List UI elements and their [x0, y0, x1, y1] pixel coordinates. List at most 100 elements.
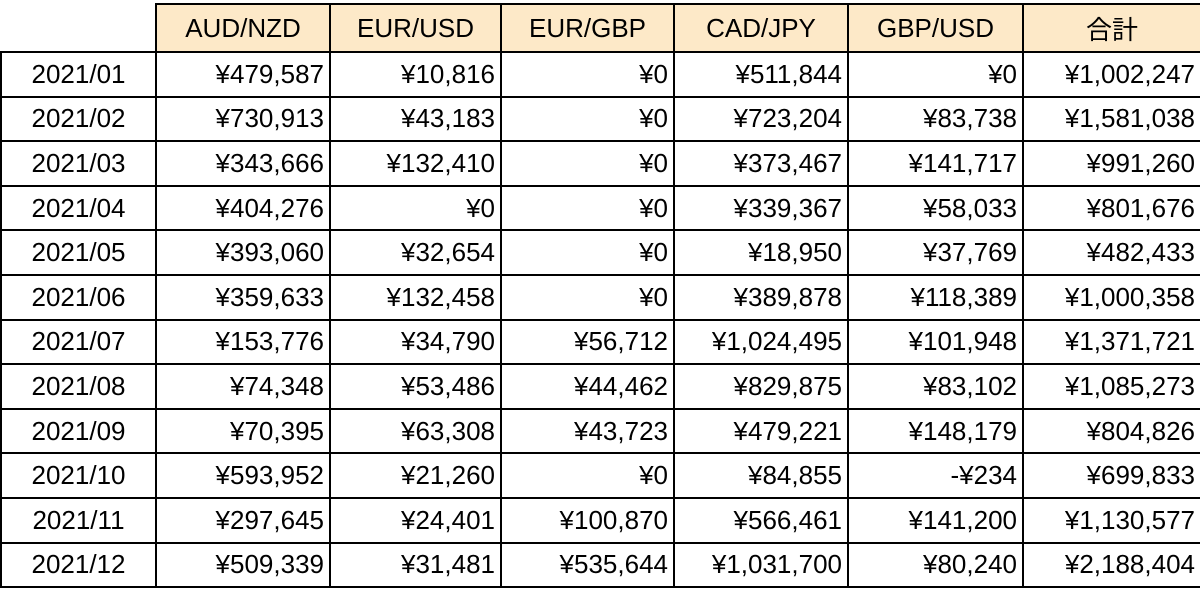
header-cell: EUR/GBP [500, 3, 675, 53]
amount-cell: ¥297,645 [155, 496, 331, 544]
amount-cell: ¥1,085,273 [1022, 363, 1200, 410]
amount-cell: ¥373,467 [673, 140, 849, 187]
amount-cell: ¥389,878 [673, 273, 849, 321]
amount-cell: ¥118,389 [847, 273, 1024, 321]
amount-cell: ¥132,410 [329, 140, 502, 187]
amount-cell: ¥593,952 [155, 452, 331, 499]
amount-cell: ¥43,183 [329, 95, 502, 143]
month-cell: 2021/08 [0, 363, 157, 410]
amount-cell: ¥37,769 [847, 229, 1024, 276]
amount-cell: ¥509,339 [155, 541, 331, 589]
amount-cell: ¥535,644 [500, 541, 675, 589]
amount-cell: ¥100,870 [500, 496, 675, 544]
amount-cell: ¥53,486 [329, 363, 502, 410]
month-cell: 2021/01 [0, 51, 157, 98]
amount-cell: ¥141,717 [847, 140, 1024, 187]
amount-cell: ¥74,348 [155, 363, 331, 410]
month-cell: 2021/07 [0, 318, 157, 366]
month-cell: 2021/12 [0, 541, 157, 589]
amount-cell: ¥0 [329, 184, 502, 232]
amount-cell: ¥730,913 [155, 95, 331, 143]
amount-cell: ¥84,855 [673, 452, 849, 499]
month-cell: 2021/06 [0, 273, 157, 321]
amount-cell: ¥70,395 [155, 407, 331, 455]
amount-cell: ¥566,461 [673, 496, 849, 544]
amount-cell: ¥723,204 [673, 95, 849, 143]
data-row: 2021/01 ¥479,587 ¥10,816 ¥0 ¥511,844 ¥0 ¥1,002… [0, 51, 1200, 98]
amount-cell: ¥58,033 [847, 184, 1024, 232]
amount-cell: ¥699,833 [1022, 452, 1200, 499]
amount-cell: ¥1,002,247 [1022, 51, 1200, 98]
data-row: 2021/04 ¥404,276 ¥0 ¥0 ¥339,367 ¥58,033 ¥801,6… [0, 184, 1200, 232]
amount-cell: ¥83,102 [847, 363, 1024, 410]
amount-cell: ¥359,633 [155, 273, 331, 321]
header-cell: 合計 [1022, 3, 1200, 53]
table-body: AUD/NZD EUR/USD EUR/GBP CAD/JPY GBP/USD 合計 202… [0, 3, 1200, 589]
data-row: 2021/11 ¥297,645 ¥24,401 ¥100,870 ¥566,461 ¥1… [0, 496, 1200, 544]
amount-cell: ¥343,666 [155, 140, 331, 187]
amount-cell: ¥1,031,700 [673, 541, 849, 589]
amount-cell: ¥148,179 [847, 407, 1024, 455]
amount-cell: ¥63,308 [329, 407, 502, 455]
amount-cell: ¥0 [500, 140, 675, 187]
data-row: 2021/02 ¥730,913 ¥43,183 ¥0 ¥723,204 ¥83,738 ¥… [0, 95, 1200, 143]
amount-cell: ¥404,276 [155, 184, 331, 232]
amount-cell: ¥339,367 [673, 184, 849, 232]
month-cell: 2021/04 [0, 184, 157, 232]
amount-cell: ¥801,676 [1022, 184, 1200, 232]
month-cell: 2021/09 [0, 407, 157, 455]
amount-cell: ¥18,950 [673, 229, 849, 276]
amount-cell: ¥1,581,038 [1022, 95, 1200, 143]
amount-cell: ¥1,371,721 [1022, 318, 1200, 366]
amount-cell: ¥10,816 [329, 51, 502, 98]
header-cell: EUR/USD [329, 3, 502, 53]
amount-cell: ¥56,712 [500, 318, 675, 366]
amount-cell: ¥1,024,495 [673, 318, 849, 366]
amount-cell: ¥479,587 [155, 51, 331, 98]
data-row: 2021/06 ¥359,633 ¥132,458 ¥0 ¥389,878 ¥118,38… [0, 273, 1200, 321]
amount-cell: ¥43,723 [500, 407, 675, 455]
amount-cell: ¥393,060 [155, 229, 331, 276]
data-row: 2021/03 ¥343,666 ¥132,410 ¥0 ¥373,467 ¥141,71… [0, 140, 1200, 187]
month-cell: 2021/05 [0, 229, 157, 276]
amount-cell: ¥0 [500, 184, 675, 232]
amount-cell: ¥132,458 [329, 273, 502, 321]
amount-cell: ¥0 [500, 273, 675, 321]
amount-cell: ¥32,654 [329, 229, 502, 276]
amount-cell: -¥234 [847, 452, 1024, 499]
amount-cell: ¥804,826 [1022, 407, 1200, 455]
amount-cell: ¥479,221 [673, 407, 849, 455]
header-cell: AUD/NZD [155, 3, 331, 53]
month-cell: 2021/02 [0, 95, 157, 143]
amount-cell: ¥1,000,358 [1022, 273, 1200, 321]
amount-cell: ¥1,130,577 [1022, 496, 1200, 544]
amount-cell: ¥991,260 [1022, 140, 1200, 187]
month-cell: 2021/10 [0, 452, 157, 499]
amount-cell: ¥153,776 [155, 318, 331, 366]
amount-cell: ¥34,790 [329, 318, 502, 366]
header-cell: CAD/JPY [673, 3, 849, 53]
amount-cell: ¥511,844 [673, 51, 849, 98]
amount-cell: ¥2,188,404 [1022, 541, 1200, 589]
amount-cell: ¥80,240 [847, 541, 1024, 589]
data-row: 2021/09 ¥70,395 ¥63,308 ¥43,723 ¥479,221 ¥148… [0, 407, 1200, 455]
fx-table: AUD/NZD EUR/USD EUR/GBP CAD/JPY GBP/USD 合計 202… [0, 3, 1200, 589]
month-cell: 2021/11 [0, 496, 157, 544]
amount-cell: ¥141,200 [847, 496, 1024, 544]
month-cell: 2021/03 [0, 140, 157, 187]
amount-cell: ¥0 [500, 51, 675, 98]
amount-cell: ¥0 [500, 452, 675, 499]
amount-cell: ¥31,481 [329, 541, 502, 589]
amount-cell: ¥0 [847, 51, 1024, 98]
amount-cell: ¥21,260 [329, 452, 502, 499]
page: AUD/NZD EUR/USD EUR/GBP CAD/JPY GBP/USD 合計 202… [0, 3, 1200, 615]
amount-cell: ¥83,738 [847, 95, 1024, 143]
amount-cell: ¥0 [500, 95, 675, 143]
amount-cell: ¥24,401 [329, 496, 502, 544]
amount-cell: ¥482,433 [1022, 229, 1200, 276]
header-cell [0, 3, 157, 53]
data-row: 2021/10 ¥593,952 ¥21,260 ¥0 ¥84,855 -¥234 ¥699… [0, 452, 1200, 499]
amount-cell: ¥0 [500, 229, 675, 276]
data-row: 2021/08 ¥74,348 ¥53,486 ¥44,462 ¥829,875 ¥83,… [0, 363, 1200, 410]
header-row: AUD/NZD EUR/USD EUR/GBP CAD/JPY GBP/USD 合計 [0, 3, 1200, 53]
